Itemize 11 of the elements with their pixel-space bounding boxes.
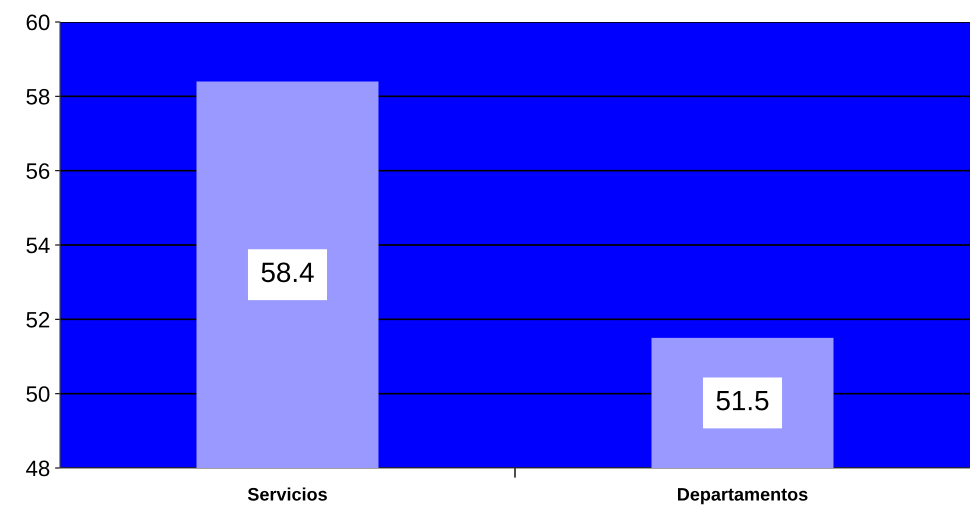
y-tick-label: 60 [26,14,50,30]
y-tick-label: 52 [26,312,50,328]
x-tick-label: Servicios [248,487,327,501]
y-tick-label: 58 [26,88,50,105]
y-tick-label: 48 [26,460,50,476]
x-tick-label: Departamentos [678,488,808,504]
y-tick-label: 56 [26,163,50,179]
data-label: 58.4 [262,262,314,282]
y-tick-label: 54 [26,238,50,254]
data-label: 51.5 [716,391,768,410]
y-tick-label: 50 [26,386,50,402]
